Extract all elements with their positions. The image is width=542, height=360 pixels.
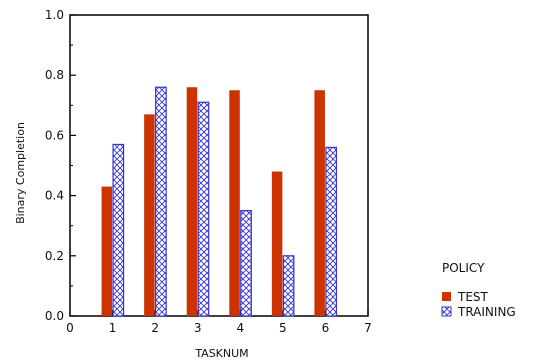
y-tick-label: 0.8 — [45, 68, 64, 82]
y-tick-label: 0.4 — [45, 189, 64, 203]
bar-test-3 — [186, 87, 198, 317]
legend-label-test: TEST — [457, 290, 489, 304]
y-tick-label: 0.6 — [45, 128, 64, 142]
bar-test-6 — [314, 90, 325, 316]
legend: POLICY TEST TRAINING — [441, 261, 516, 319]
legend-label-training: TRAINING — [457, 305, 516, 319]
bar-training-2 — [155, 86, 167, 317]
x-axis-label: TASKNUM — [194, 347, 248, 360]
y-tick-label: 1.0 — [45, 8, 64, 22]
x-tick-label: 7 — [364, 321, 372, 335]
legend-swatch-test — [442, 292, 451, 301]
legend-title: POLICY — [442, 261, 485, 275]
bar-training-1 — [112, 143, 125, 317]
bar-training-4 — [240, 210, 252, 317]
x-tick-label: 4 — [236, 321, 244, 335]
bar-training-5 — [282, 255, 295, 317]
bar-test-2 — [144, 114, 155, 316]
y-axis-label: Binary Completion — [14, 122, 27, 224]
y-tick-label: 0.0 — [45, 309, 64, 323]
x-tick-label: 3 — [194, 321, 202, 335]
bar-test-5 — [271, 171, 283, 316]
bar-test-1 — [101, 186, 113, 316]
x-tick-label: 0 — [66, 321, 74, 335]
y-axis: 0.0 0.2 0.4 0.6 0.8 1.0 — [45, 8, 76, 323]
legend-swatch-training — [441, 306, 452, 317]
x-tick-label: 6 — [322, 321, 330, 335]
x-tick-label: 5 — [279, 321, 287, 335]
bar-training-3 — [197, 101, 210, 317]
y-tick-label: 0.2 — [45, 249, 64, 263]
bars — [101, 86, 338, 317]
x-tick-label: 2 — [151, 321, 159, 335]
bar-training-6 — [325, 146, 338, 317]
bar-test-4 — [229, 90, 240, 316]
x-tick-label: 1 — [109, 321, 117, 335]
